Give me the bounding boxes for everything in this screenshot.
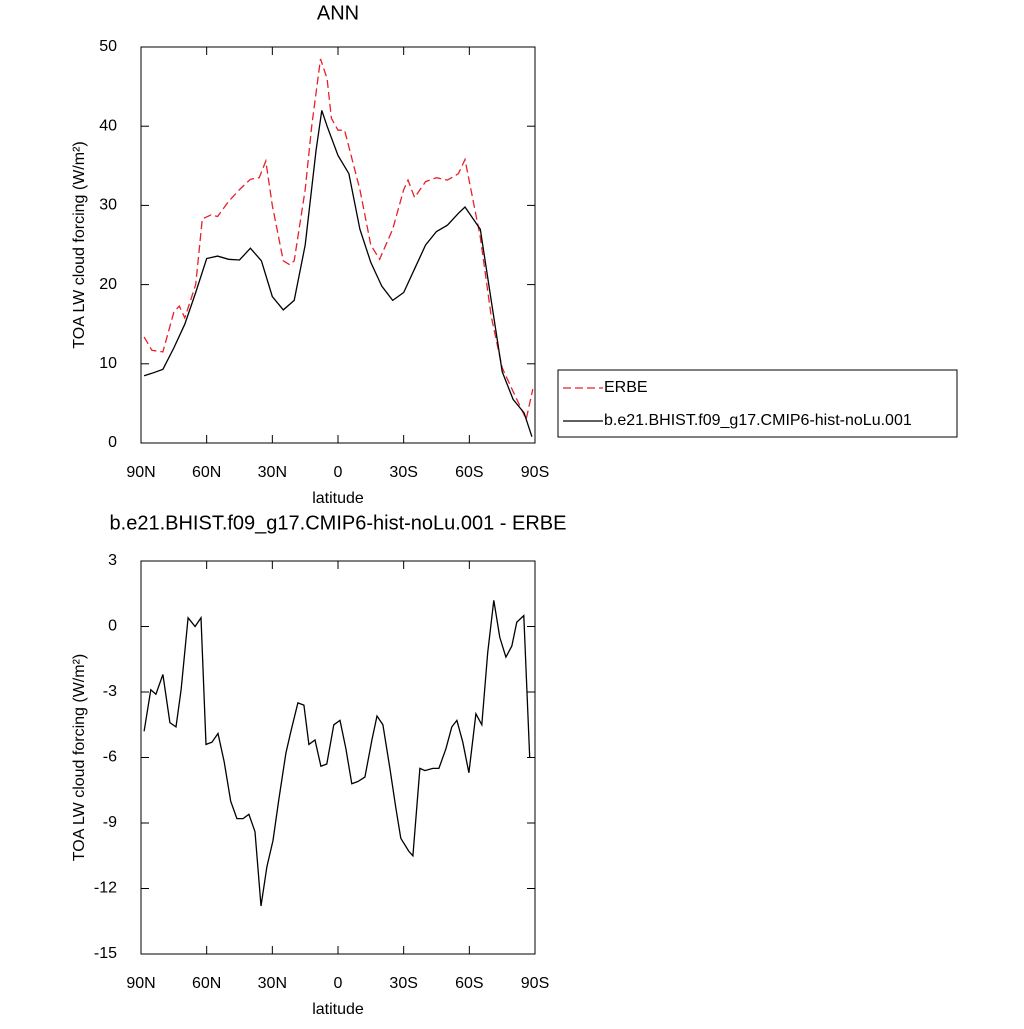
y-tick-label: 30 [99, 197, 117, 214]
y-tick-label: 0 [108, 618, 117, 635]
chart-title: ANN [317, 2, 359, 24]
y-tick-label: 10 [99, 355, 117, 372]
x-tick-label: 60N [192, 464, 221, 481]
x-tick-label: 0 [334, 464, 343, 481]
y-tick-label: -9 [103, 814, 117, 831]
y-axis-label: TOA LW cloud forcing (W/m²) [71, 141, 88, 348]
y-tick-label: -12 [94, 880, 117, 897]
x-tick-label: 60N [192, 975, 221, 992]
x-axis-label: latitude [312, 1001, 364, 1018]
y-tick-label: 3 [108, 552, 117, 569]
y-tick-label: 50 [99, 38, 117, 55]
x-tick-label: 60S [455, 464, 483, 481]
y-tick-label: 40 [99, 117, 117, 134]
legend-box [557, 369, 958, 438]
x-tick-label: 30N [258, 464, 287, 481]
y-tick-label: -15 [94, 945, 117, 962]
x-tick-label: 30S [389, 975, 417, 992]
x-tick-label: 90N [126, 975, 155, 992]
series-line [143, 600, 531, 907]
x-tick-label: 60S [455, 975, 483, 992]
x-tick-label: 90S [521, 464, 549, 481]
y-tick-label: -6 [103, 749, 117, 766]
y-tick-label: -3 [103, 683, 117, 700]
legend-label: b.e21.BHIST.f09_g17.CMIP6-hist-noLu.001 [604, 412, 912, 429]
y-axis-label: TOA LW cloud forcing (W/m²) [71, 654, 88, 861]
y-tick-label: 0 [108, 434, 117, 451]
x-tick-label: 90S [521, 975, 549, 992]
series-line [143, 58, 534, 422]
series-line [143, 110, 533, 437]
plot-frame [140, 46, 536, 444]
legend-label: ERBE [604, 379, 648, 396]
x-tick-label: 90N [126, 464, 155, 481]
chart-title: b.e21.BHIST.f09_g17.CMIP6-hist-noLu.001 … [110, 512, 567, 534]
x-axis-label: latitude [312, 490, 364, 507]
x-tick-label: 0 [334, 975, 343, 992]
y-tick-label: 20 [99, 276, 117, 293]
x-tick-label: 30S [389, 464, 417, 481]
x-tick-label: 30N [258, 975, 287, 992]
